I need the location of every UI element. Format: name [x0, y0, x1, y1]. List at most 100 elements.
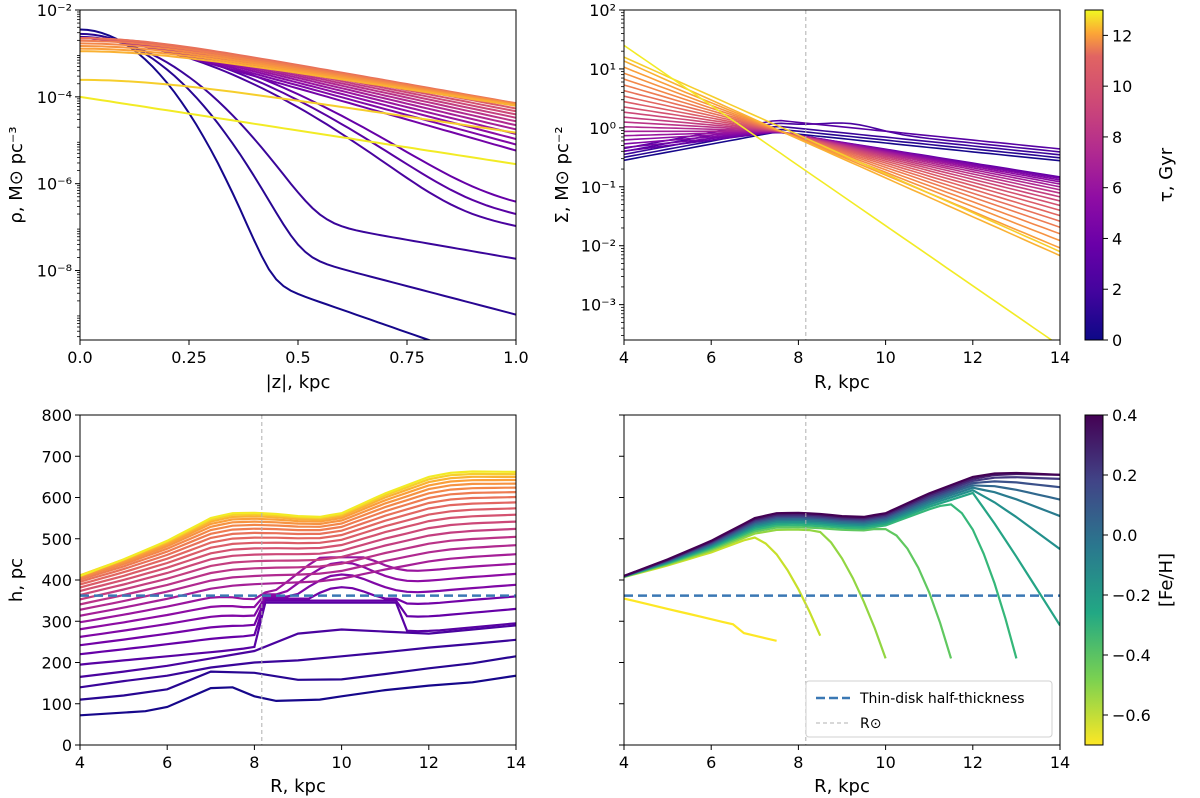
sigma-curve [624, 100, 1060, 212]
y-tick-label: 10⁻² [581, 237, 616, 256]
sigma-curve [624, 128, 1060, 159]
colorbar-feh: −0.6 −0.4 −0.2 0.0 0.2 0.4 [Fe/H] [1084, 406, 1177, 746]
x-tick-label: 14 [1050, 348, 1070, 367]
colorbar-tau-bar [1084, 9, 1104, 341]
panel-h-r-feh: 4 6 8 10 12 14 R, kpc Thin-disk half-thicknes… [619, 414, 1070, 797]
axes: 4 6 8 10 12 14 0 100 200 300 400 500 600 700 800 [41, 406, 526, 772]
panel-frame [79, 414, 517, 746]
y-tick-label: 10¹ [589, 60, 616, 79]
h-age-curve [80, 501, 516, 586]
h-age-curve [80, 507, 516, 589]
y-tick-label: 10⁻³ [581, 296, 616, 315]
h-feh-curves [624, 471, 1060, 659]
y-tick-label: 700 [41, 447, 72, 466]
x-tick-label: 8 [793, 753, 803, 772]
x-tick-label: 12 [419, 753, 439, 772]
h-age-curve [80, 599, 516, 656]
colorbar-tick-label: 0.4 [1112, 406, 1137, 425]
colorbar-tick-label: 12 [1112, 26, 1132, 45]
x-tick-label: 8 [793, 348, 803, 367]
axes: 4 6 8 10 12 14 [619, 414, 1070, 772]
x-tick-label: 1.0 [503, 348, 528, 367]
h-age-curve [80, 601, 516, 666]
y-tick-label: 10⁻⁴ [37, 88, 72, 107]
h-feh-curve [624, 489, 1060, 578]
rho-curve [80, 47, 516, 106]
panel-sigma-r: 4 6 8 10 12 14 10⁻³ 10⁻² 10⁻¹ 10⁰ 10¹ 10² R, kpc Σ,… [552, 1, 1070, 393]
colorbar-tick-label: 6 [1112, 179, 1122, 198]
sigma-curve [624, 84, 1060, 229]
legend-box [805, 680, 1053, 738]
h-age-curve [80, 553, 516, 617]
x-tick-label: 0.75 [389, 348, 425, 367]
h-age-curve [80, 586, 516, 647]
axes: 4 6 8 10 12 14 10⁻³ 10⁻² 10⁻¹ 10⁰ 10¹ 10² [581, 1, 1070, 367]
x-axis-label: |z|, kpc [266, 372, 331, 393]
sigma-curve [624, 95, 1060, 217]
colorbar-tick-label: −0.4 [1112, 646, 1151, 665]
axes: 0.0 0.25 0.5 0.75 1.0 10⁻⁸ 10⁻⁶ 10⁻⁴ 10⁻² [37, 1, 529, 367]
h-feh-curve [624, 486, 1060, 578]
h-age-curve [80, 638, 516, 689]
panel-rho-z: 0.0 0.25 0.5 0.75 1.0 10⁻⁸ 10⁻⁶ 10⁻⁴ 10⁻² |z|, k… [6, 1, 529, 393]
rho-curve [80, 50, 516, 107]
h-age-curves [80, 470, 516, 717]
h-age-curve [80, 573, 516, 638]
sigma-curve [624, 111, 1060, 202]
y-tick-label: 10² [589, 1, 616, 20]
y-tick-label: 10⁻² [37, 1, 72, 20]
x-tick-label: 4 [619, 348, 629, 367]
colorbar-feh-bar [1084, 414, 1104, 746]
rho-curve [80, 78, 516, 134]
colorbar-tick-label: 2 [1112, 280, 1122, 299]
y-tick-label: 500 [41, 530, 72, 549]
h-age-curve [80, 535, 516, 606]
panel-frame [623, 9, 1061, 341]
h-age-curve [80, 527, 516, 601]
h-age-curve [80, 624, 516, 678]
h-age-curve [80, 655, 516, 701]
sigma-curve [624, 56, 1060, 253]
legend-r-sun-label: R⊙ [860, 716, 881, 732]
h-age-curve [80, 495, 516, 583]
colorbar-tau: 0 2 4 6 8 10 12 τ, Gyr [1084, 9, 1177, 350]
h-age-curve [80, 674, 516, 717]
y-tick-label: 0 [62, 736, 72, 755]
h-feh-curve [624, 528, 887, 659]
h-age-curve [80, 491, 516, 581]
colorbar-tick-label: −0.6 [1112, 706, 1151, 725]
h-age-curve [80, 556, 516, 624]
h-age-curve [80, 486, 516, 579]
colorbar-tick-label: 0.0 [1112, 526, 1137, 545]
colorbar-tick-label: 10 [1112, 77, 1132, 96]
x-tick-label: 8 [249, 753, 259, 772]
sigma-curve [624, 66, 1060, 249]
colorbar-tick-label: 0.2 [1112, 466, 1137, 485]
panel-h-r-age: 4 6 8 10 12 14 0 100 200 300 400 500 600 700 800 R, kp… [6, 406, 526, 797]
y-tick-label: 600 [41, 489, 72, 508]
colorbar-tick-label: 0 [1112, 331, 1122, 350]
h-age-curve [80, 520, 516, 597]
sigma-curve [624, 44, 1053, 340]
colorbar-ticks: −0.6 −0.4 −0.2 0.0 0.2 0.4 [1103, 406, 1151, 725]
x-axis-label: R, kpc [270, 776, 326, 797]
colorbar-label: [Fe/H] [1156, 553, 1177, 607]
x-tick-label: 4 [619, 753, 629, 772]
x-tick-label: 10 [875, 348, 895, 367]
rho-curve [80, 37, 516, 203]
rho-curve [80, 95, 516, 166]
legend: Thin-disk half-thickness R⊙ [805, 680, 1053, 738]
x-axis-label: R, kpc [814, 776, 870, 797]
x-tick-label: 12 [963, 753, 983, 772]
h-feh-curve [624, 471, 1060, 577]
sigma-curve [624, 106, 1060, 207]
h-feh-curve [624, 597, 777, 642]
y-axis-label: h, pc [6, 558, 27, 602]
y-tick-label: 10⁻⁶ [37, 175, 72, 194]
y-tick-label: 100 [41, 695, 72, 714]
h-age-curve [80, 478, 516, 577]
sigma-curve [624, 89, 1060, 222]
rho-curves [80, 28, 516, 340]
sigma-curve [624, 119, 1060, 150]
